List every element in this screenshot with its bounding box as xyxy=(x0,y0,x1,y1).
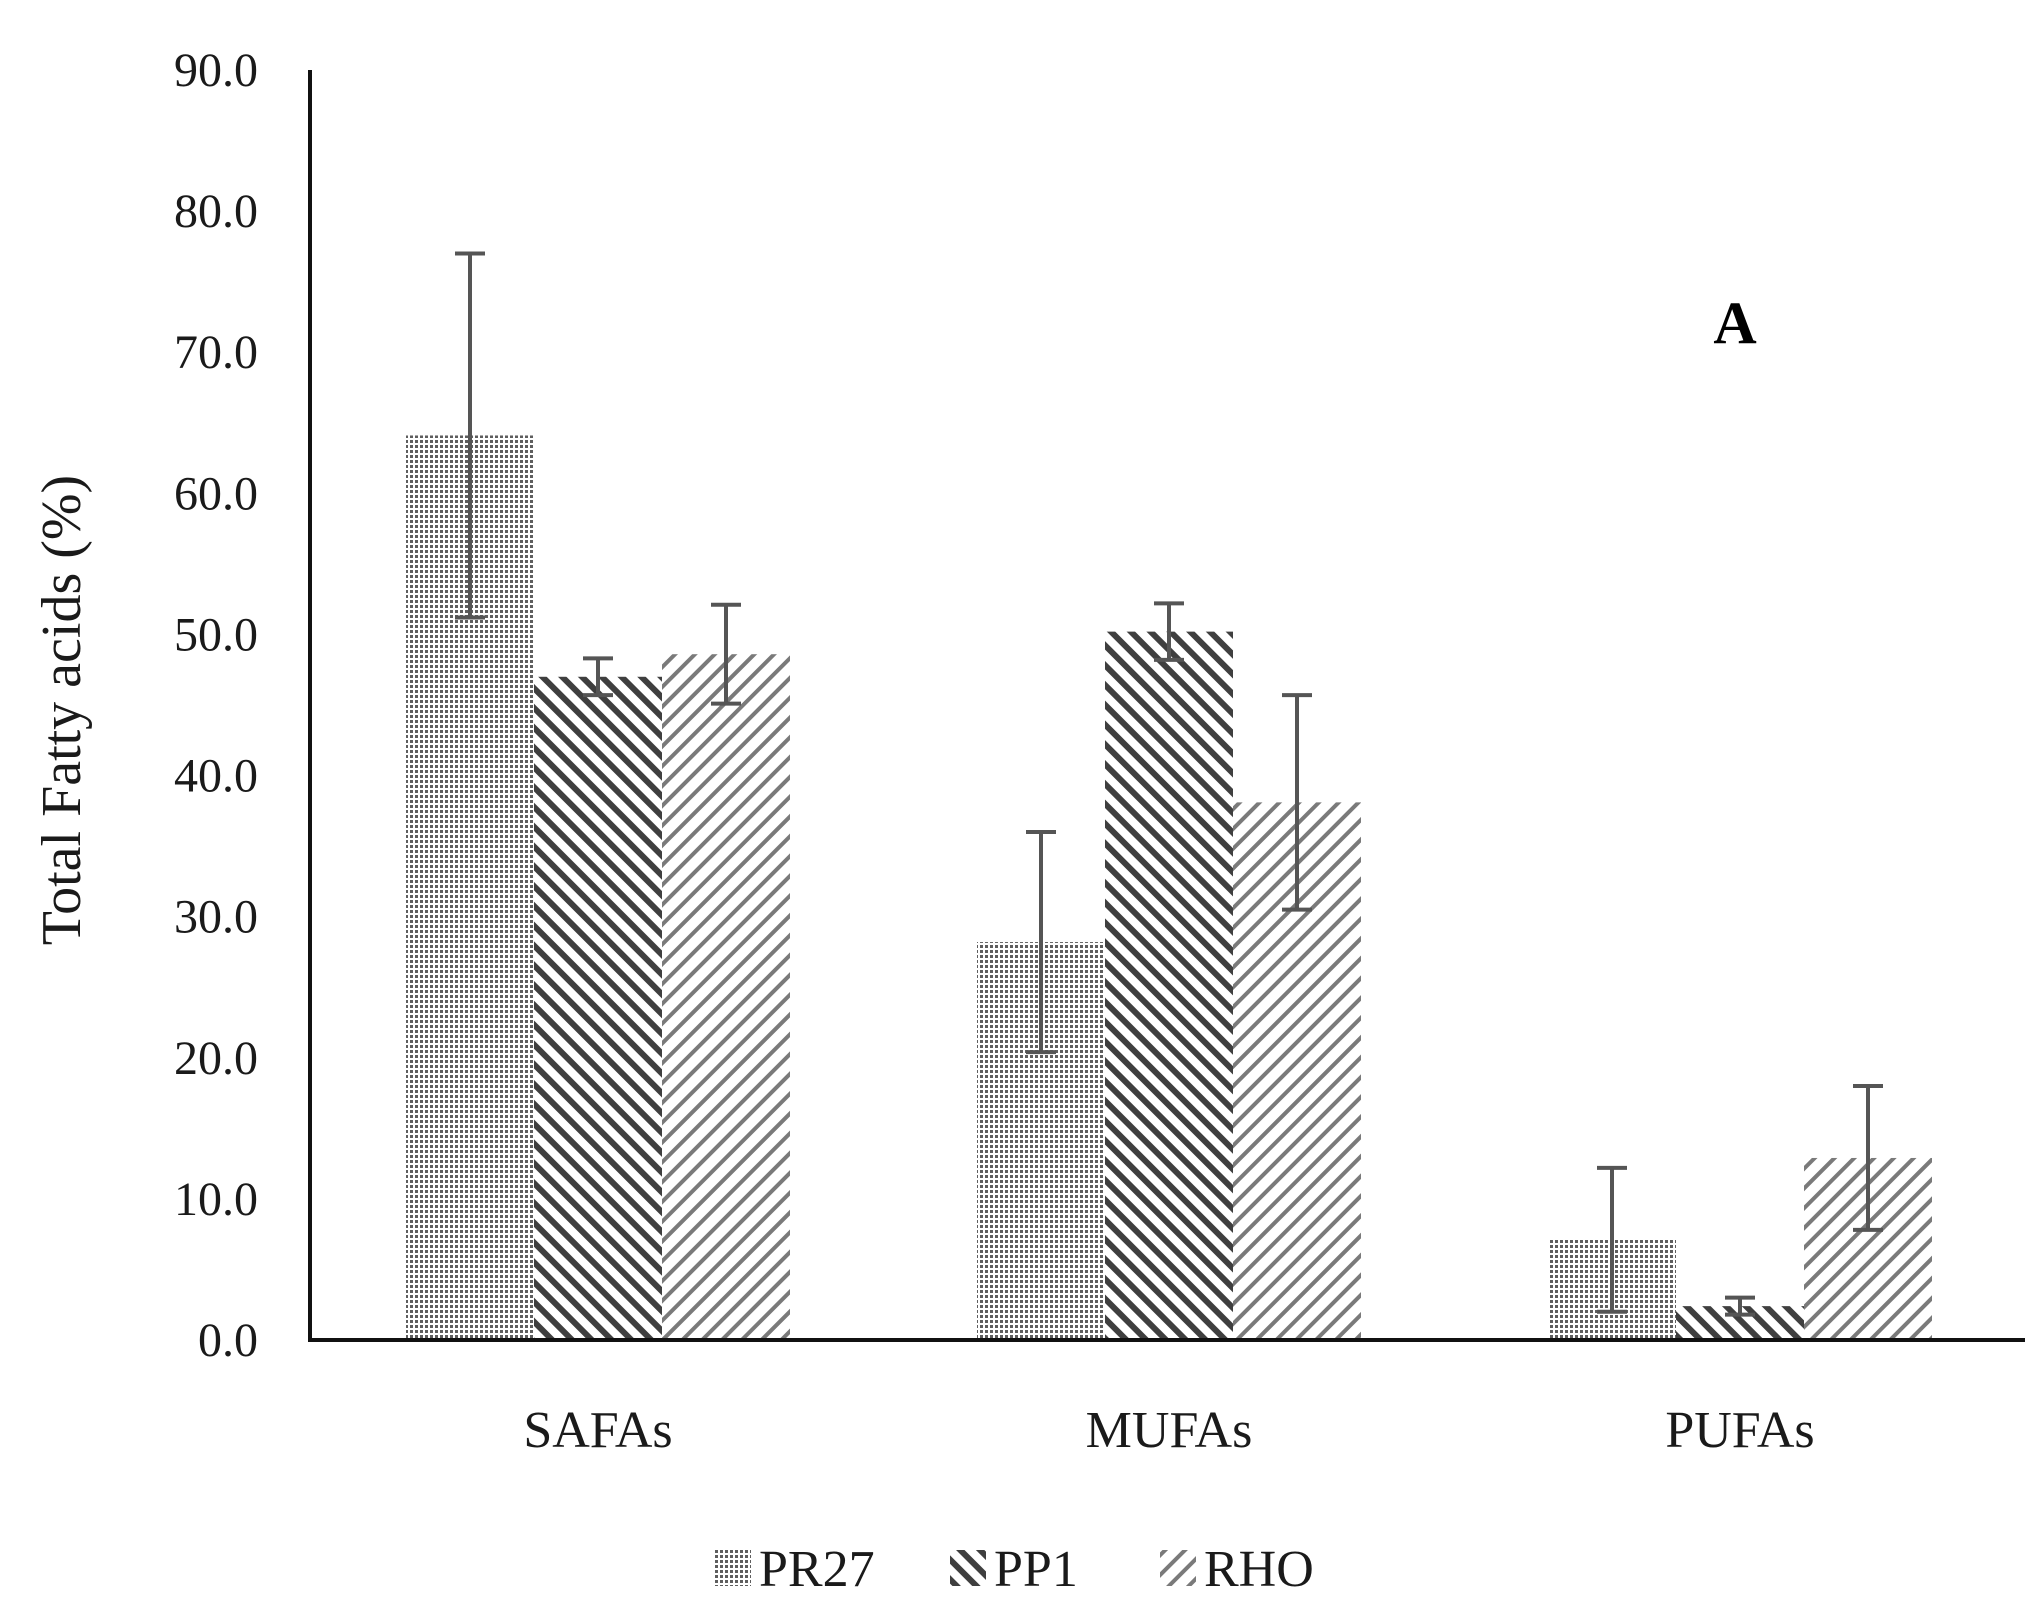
y-tick-label: 40.0 xyxy=(174,750,258,803)
legend: PR27 PP1 RHO xyxy=(715,1541,1314,1598)
y-tick-label: 80.0 xyxy=(174,185,258,238)
error-bar-pp1-safas xyxy=(583,656,613,698)
legend-label: PR27 xyxy=(759,1541,875,1598)
error-bar-pr27-pufas xyxy=(1597,1165,1627,1314)
error-bar-pr27-safas xyxy=(455,251,485,620)
legend-item-pr27: PR27 xyxy=(715,1541,875,1598)
bar-pp1-mufas xyxy=(1105,631,1233,1340)
legend-label: RHO xyxy=(1204,1541,1314,1598)
bars xyxy=(406,435,1932,1340)
legend-item-pp1: PP1 xyxy=(950,1541,1078,1598)
y-axis-ticks: 0.0 10.0 20.0 30.0 40.0 50.0 60.0 70.0 80.0 90.0 xyxy=(174,44,258,1367)
y-tick-label: 0.0 xyxy=(198,1314,258,1367)
y-tick-label: 70.0 xyxy=(174,326,258,379)
panel-annotation: A xyxy=(1713,290,1756,356)
error-bar-rho-safas xyxy=(711,602,741,706)
y-tick-label: 30.0 xyxy=(174,891,258,944)
y-tick-label: 60.0 xyxy=(174,467,258,520)
legend-label: PP1 xyxy=(994,1541,1078,1598)
y-tick-label: 50.0 xyxy=(174,608,258,661)
x-axis-labels: SAFAs MUFAs PUFAs xyxy=(523,1402,1814,1459)
y-tick-label: 20.0 xyxy=(174,1032,258,1085)
y-tick-label: 90.0 xyxy=(174,44,258,97)
bar-pp1-safas xyxy=(534,676,662,1340)
x-category-label: SAFAs xyxy=(523,1402,672,1459)
legend-item-rho: RHO xyxy=(1160,1541,1314,1598)
y-tick-label: 10.0 xyxy=(174,1173,258,1226)
legend-swatch xyxy=(1160,1550,1196,1586)
y-axis-title: Total Fatty acids (%) xyxy=(31,475,93,945)
legend-swatch xyxy=(715,1550,751,1586)
x-category-label: MUFAs xyxy=(1086,1402,1253,1459)
error-bar-pr27-mufas xyxy=(1026,830,1056,1055)
error-bars xyxy=(455,251,1883,1317)
x-category-label: PUFAs xyxy=(1665,1402,1814,1459)
legend-swatch xyxy=(950,1550,986,1586)
bar-rho-safas xyxy=(662,654,790,1340)
error-bar-rho-mufas xyxy=(1282,693,1312,912)
error-bar-pp1-pufas xyxy=(1725,1295,1755,1317)
error-bar-pp1-mufas xyxy=(1154,601,1184,662)
error-bar-rho-pufas xyxy=(1853,1084,1883,1232)
